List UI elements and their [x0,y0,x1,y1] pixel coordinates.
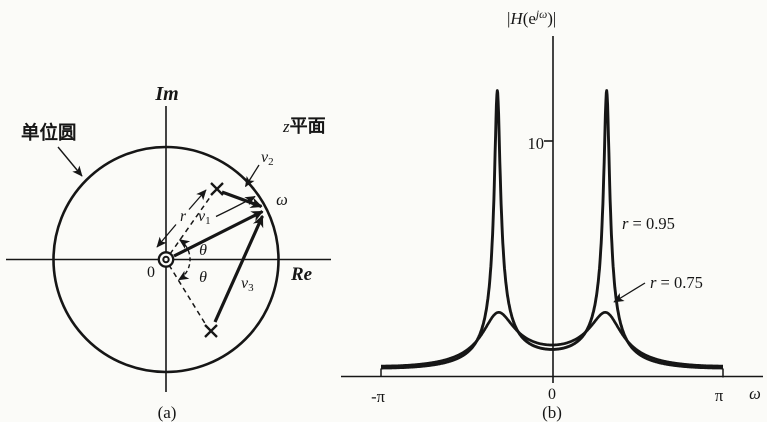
x-tick-label-pi: π [715,386,724,405]
pole-marker-upper-icon [210,182,224,196]
re-axis-label: Re [290,264,313,285]
pole-marker-lower-icon [204,324,218,338]
y-tick-label-10: 10 [528,134,545,153]
unit-circle [52,145,280,374]
vector-v3 [213,215,264,323]
plot-title: |H(ejω)| [507,9,556,28]
response-curve-0 [379,89,725,370]
omega-axis-label: ω [749,384,761,403]
response-curve-1 [380,311,724,368]
v3-label: v3 [241,275,254,294]
x-tick-label-neg-pi: -π [371,387,385,406]
panel-a-caption: (a) [158,403,177,422]
v2-label: v2 [261,149,274,168]
vector-v1 [173,210,264,258]
radius-dimension-arrow-lower [156,224,177,248]
v1-leader-arc [215,195,256,218]
panel-b-magnitude-plot: |H(ejω)| 10 -π 0 π ω r = 0.95 r = 0.75 (… [341,9,763,422]
origin-label: 0 [147,264,155,281]
panel-b-caption: (b) [542,403,562,422]
omega-point-label: ω [276,190,288,209]
radius-label: r [180,208,187,225]
v1-label: v1 [198,208,211,227]
v2-leader-arrow [244,164,260,188]
unit-circle-label: 单位圆 [21,122,77,144]
unit-circle-leader-arrow [57,146,83,177]
x-tick-label-zero: 0 [548,386,556,403]
dashed-line-to-lower-pole [168,264,207,326]
im-axis-label: Im [154,83,178,105]
dashed-line-to-upper-pole [169,192,214,255]
series-label-r095: r = 0.95 [622,214,675,233]
series-label-r075: r = 0.75 [650,273,703,292]
panel-a-zplane: Im Re 单位圆 z平面 0 r θ θ ω v1 v2 v3 (a) [6,83,331,422]
zero-marker-inner-icon [162,255,170,264]
r075-leader-arrow [613,282,646,303]
theta-lower-label: θ [199,269,207,286]
z-plane-label: z平面 [282,116,326,137]
theta-upper-label: θ [199,242,207,259]
theta-angle-arc [178,239,191,281]
radius-dimension-arrow-upper [188,189,207,210]
